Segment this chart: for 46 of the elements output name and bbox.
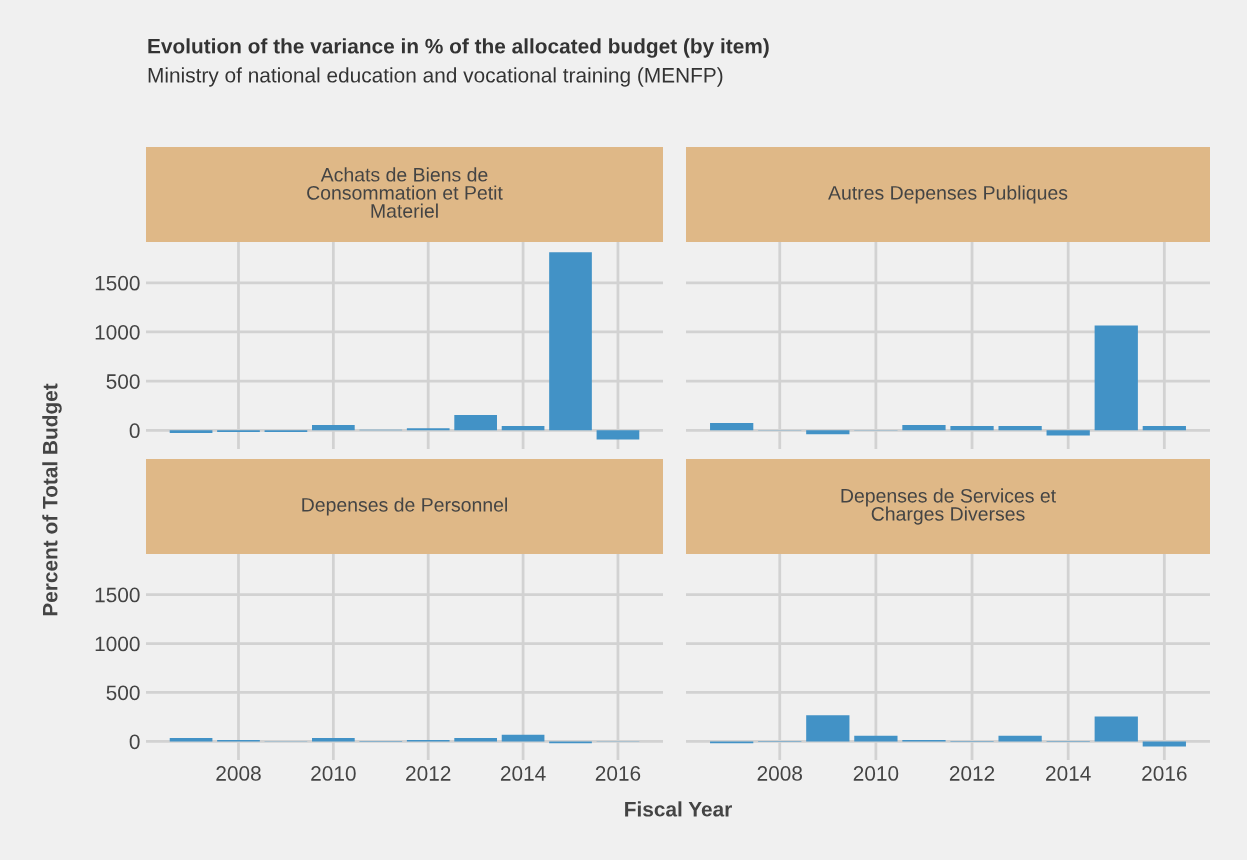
y-tick-label: 0 [129,734,140,750]
text: Evolution of the variance in % of the allocated budget (by item) [148,38,769,58]
x-tick-label: 2012 [949,766,995,781]
bar [710,422,754,431]
y-tick-label: 500 [106,685,140,701]
x-tick-label: 2014 [500,766,546,781]
x-tick-label: 2016 [595,766,641,781]
x-tick-label: 2008 [216,766,261,781]
bar [854,735,898,742]
bar [806,715,850,742]
bar [501,426,545,431]
y-tick-label: 500 [106,374,140,389]
y-tick-label: 0 [129,423,140,439]
x-tick-label: 2016 [1142,766,1187,781]
x-axis-title: Fiscal Year [625,801,732,817]
bar [454,414,497,431]
bar [596,430,640,440]
bar [1094,716,1138,742]
bar [806,430,850,435]
y-tick-label: 1000 [95,636,140,652]
bar [169,430,213,434]
y-tick-label: 1500 [95,275,140,291]
x-tick-label: 2014 [1046,766,1091,781]
chart-title: Achats de Biens de Consommation et Petit Materiel [307,167,503,218]
x-tick-label: 2010 [853,766,899,781]
y-axis-title: Percent of Total Budget [42,383,62,616]
bar [549,252,592,431]
chart-title: Depenses de Services et Charges Diverses [841,488,1056,525]
bar [998,735,1042,742]
bar [998,426,1042,431]
text: Ministry of national education and vocational training (MENFP) [148,67,723,87]
chart-title: Depenses de Personnel [302,497,507,516]
chart-title: Autres Depenses Publiques [828,185,1068,204]
bar [1142,741,1186,747]
bar [902,425,946,431]
bar [1142,426,1186,431]
x-tick-label: 2010 [311,766,356,781]
bar [312,425,355,431]
bar [1046,430,1090,436]
x-tick-label: 2012 [406,766,451,781]
y-tick-label: 1000 [95,324,140,340]
bar [406,428,450,431]
y-tick-label: 1500 [95,587,140,603]
bar [950,426,994,431]
bar [1094,325,1138,431]
x-tick-label: 2008 [757,766,803,781]
